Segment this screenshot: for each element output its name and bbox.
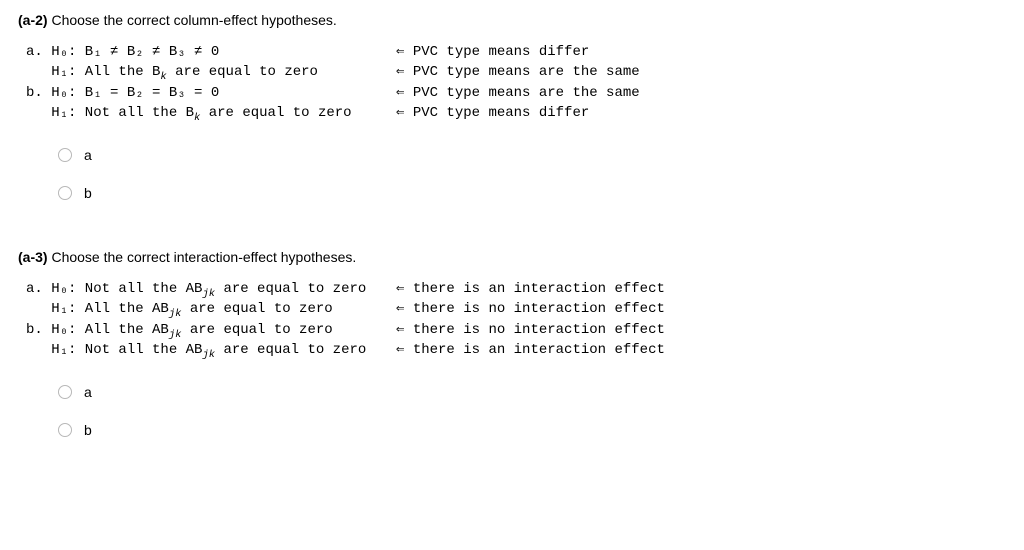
q2-b-h0: b. H₀: All the ABjk are equal to zero⇐ t… xyxy=(26,320,1006,340)
q2-option-a[interactable]: a xyxy=(58,384,1006,400)
q1-option-a[interactable]: a xyxy=(58,147,1006,163)
q1-option-a-label: a xyxy=(84,147,92,163)
q2-a-h1: H₁: All the ABjk are equal to zero⇐ ther… xyxy=(26,299,1006,319)
q1-a-h0: a. H₀: B₁ ≠ B₂ ≠ B₃ ≠ 0⇐ PVC type means … xyxy=(26,42,1006,62)
q2-a-h0: a. H₀: Not all the ABjk are equal to zer… xyxy=(26,279,1006,299)
question-a3: (a-3) Choose the correct interaction-eff… xyxy=(18,249,1006,438)
q1-b-h0: b. H₀: B₁ = B₂ = B₃ = 0⇐ PVC type means … xyxy=(26,83,1006,103)
radio-icon xyxy=(58,423,72,437)
q1-hypotheses: a. H₀: B₁ ≠ B₂ ≠ B₃ ≠ 0⇐ PVC type means … xyxy=(26,42,1006,123)
q2-option-a-label: a xyxy=(84,384,92,400)
q2-b-h1: H₁: Not all the ABjk are equal to zero⇐ … xyxy=(26,340,1006,360)
q1-label: (a-2) xyxy=(18,12,48,28)
q1-b-h1: H₁: Not all the Bk are equal to zero⇐ PV… xyxy=(26,103,1006,123)
q2-prompt: Choose the correct interaction-effect hy… xyxy=(51,249,356,265)
q1-option-b-label: b xyxy=(84,185,92,201)
radio-icon xyxy=(58,385,72,399)
question-a2: (a-2) Choose the correct column-effect h… xyxy=(18,12,1006,201)
radio-icon xyxy=(58,186,72,200)
q2-options: a b xyxy=(58,384,1006,438)
q2-option-b[interactable]: b xyxy=(58,422,1006,438)
q1-option-b[interactable]: b xyxy=(58,185,1006,201)
q2-hypotheses: a. H₀: Not all the ABjk are equal to zer… xyxy=(26,279,1006,360)
q1-prompt: Choose the correct column-effect hypothe… xyxy=(51,12,336,28)
q1-a-h1: H₁: All the Bk are equal to zero⇐ PVC ty… xyxy=(26,62,1006,82)
q2-option-b-label: b xyxy=(84,422,92,438)
q1-options: a b xyxy=(58,147,1006,201)
radio-icon xyxy=(58,148,72,162)
q2-label: (a-3) xyxy=(18,249,48,265)
